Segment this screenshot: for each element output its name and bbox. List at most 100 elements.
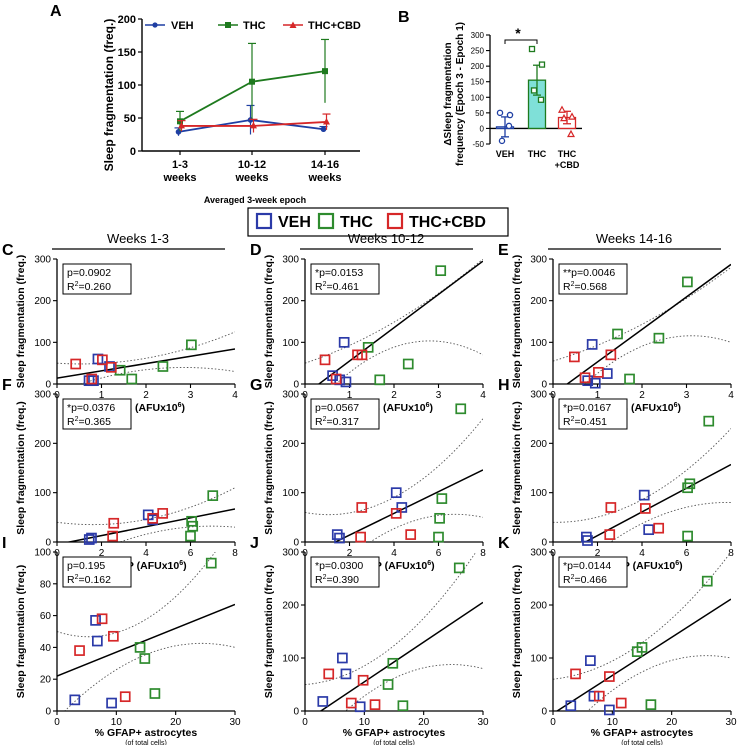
panel-d-point-thc xyxy=(402,358,414,370)
panel-h-xtick-label: 6 xyxy=(684,548,690,559)
panel-h-point-thc xyxy=(684,478,696,490)
panel-a-line-chart: A Sleep fragmentation (freq.) Averaged 3… xyxy=(50,3,361,205)
panel-j-p-value: *p=0.0300 xyxy=(315,560,363,572)
panel-a-ytick-label: 50 xyxy=(124,113,136,125)
panel-h-label: H xyxy=(498,377,510,394)
panel-k-point-thc xyxy=(701,575,713,587)
panel-b-ytick-label: 250 xyxy=(471,47,485,56)
panel-b-ytick-label: 100 xyxy=(471,93,485,102)
panel-e-ytick-label: 100 xyxy=(530,338,547,349)
panel-e-point-thc xyxy=(682,276,693,288)
panel-g-point-veh xyxy=(390,487,402,499)
panel-f-ylabel: Sleep fragmentation (freq.) xyxy=(15,401,27,535)
panel-f-label: F xyxy=(2,377,12,394)
panel-g-point-thc xyxy=(436,493,448,504)
panel-i-point-cbd xyxy=(74,645,85,656)
panel-g-ylabel: Sleep fragmentation (freq.) xyxy=(263,401,275,535)
panel-h-point-cbd xyxy=(639,503,651,514)
panel-k-label: K xyxy=(498,535,510,552)
panel-g-point-cbd xyxy=(356,502,368,513)
panel-h-ytick-label: 200 xyxy=(530,439,547,450)
panel-c-ytick-label: 0 xyxy=(45,380,51,391)
panel-i-fit-line xyxy=(57,603,235,677)
panel-c-scatter: Weeks 1-3C010020030001234Sleep fragmenta… xyxy=(2,231,238,414)
panel-f-point-cbd xyxy=(147,512,159,524)
panel-j-xtick-label: 0 xyxy=(302,717,308,728)
panel-k-ytick-label: 200 xyxy=(530,601,547,612)
panel-d-group-title: Weeks 10-12 xyxy=(348,231,424,246)
panel-h-stats-box xyxy=(558,398,628,430)
panel-f-xtick-label: 2 xyxy=(99,548,105,559)
panel-i-ytick-label: 60 xyxy=(40,611,52,622)
legend-veh-swatch xyxy=(255,212,273,230)
panel-d-stats-box xyxy=(310,263,380,295)
legend-frame xyxy=(247,207,509,237)
panel-b-point xyxy=(530,87,538,94)
panel-g-point-thc xyxy=(433,531,444,543)
panel-j-point-cbd xyxy=(345,697,357,709)
panel-e-xtick-label: 3 xyxy=(684,390,690,401)
panel-b-point xyxy=(496,109,504,117)
panel-e-ytick-label: 0 xyxy=(541,380,547,391)
panel-h-ytick-label: 100 xyxy=(530,488,547,499)
panel-e-ytick-label: 300 xyxy=(530,255,547,266)
panel-a-point xyxy=(322,68,328,75)
panel-i-point-cbd xyxy=(96,613,108,625)
panel-j-xlabel: % GFAP+ astrocytes xyxy=(343,727,446,739)
panel-c-point-cbd xyxy=(70,358,82,370)
panel-f-ytick-label: 200 xyxy=(34,439,51,450)
panel-f-point-thc xyxy=(185,530,196,542)
panel-a-xtick-label: weeks xyxy=(162,172,196,184)
panel-d-xtick-label: 2 xyxy=(391,390,397,401)
panel-k-xtick-label: 0 xyxy=(550,717,556,728)
panel-e-group-title: Weeks 14-16 xyxy=(596,231,672,246)
panel-i-r2-value: R2=0.162 xyxy=(67,574,111,586)
panel-i-point-thc xyxy=(139,653,151,664)
panel-i-stats-box xyxy=(62,556,132,588)
panel-g-point-cbd xyxy=(390,508,402,519)
panel-b-xtick-label: +CBD xyxy=(555,160,580,170)
panel-k-point-thc xyxy=(636,642,648,653)
panel-e-label: E xyxy=(498,242,509,259)
panel-b-xtick-label: THC xyxy=(528,149,547,159)
panel-j-ytick-label: 0 xyxy=(293,707,299,718)
panel-d-xtick-label: 4 xyxy=(480,390,486,401)
panel-d-point-thc xyxy=(435,265,447,277)
panel-c-ytick-label: 200 xyxy=(34,296,51,307)
panel-d-point-thc xyxy=(374,374,386,386)
panel-k-ylabel: Sleep fragmentation (freq.) xyxy=(511,565,523,699)
panel-a-point xyxy=(323,117,330,125)
panel-e-ci-upper xyxy=(553,266,731,362)
panel-c-ci-lower xyxy=(79,367,235,384)
panel-j-xlabel-sub: (of total cells) xyxy=(373,740,415,745)
panel-j-label: J xyxy=(250,535,259,552)
panel-f-ytick-label: 100 xyxy=(34,488,51,499)
panel-label-a: A xyxy=(50,3,62,20)
panel-c-ci-upper xyxy=(57,331,235,365)
panel-a-xlabel: Averaged 3-week epoch xyxy=(204,195,306,205)
panel-b-significance-bracket xyxy=(504,39,538,44)
panel-j-point-thc xyxy=(453,562,465,574)
panel-k-ytick-label: 100 xyxy=(530,654,547,665)
panel-e-scatter: Weeks 14-16E010020030001234Sleep fragmen… xyxy=(498,231,734,414)
panel-a-xtick-label: 14-16 xyxy=(311,159,339,171)
panel-b-point xyxy=(538,61,546,68)
panel-d-xtick-label: 3 xyxy=(436,390,442,401)
panel-e-point-thc xyxy=(612,328,623,340)
panel-j-xtick-label: 20 xyxy=(418,717,430,728)
panel-j-xtick-label: 10 xyxy=(359,717,371,728)
legend-a-thc: THC xyxy=(243,20,266,32)
panel-a-ytick-label: 0 xyxy=(130,146,136,158)
panel-d-ytick-label: 300 xyxy=(282,255,299,266)
panel-j-point-veh xyxy=(337,652,348,664)
panel-k-stats-box xyxy=(558,556,628,588)
panel-a-legend: VEH THC THC+CBD xyxy=(145,20,361,32)
panel-i-xtick-label: 30 xyxy=(229,717,241,728)
panel-g-ytick-label: 0 xyxy=(293,538,299,549)
panel-a-xtick-label: 1-3 xyxy=(172,159,188,171)
panel-k-ci-upper xyxy=(553,552,731,680)
panel-g-point-cbd xyxy=(355,531,366,543)
panel-k-point-veh xyxy=(565,700,577,712)
panel-e-point-veh xyxy=(589,377,601,389)
panel-c-xtick-label: 2 xyxy=(143,390,149,401)
